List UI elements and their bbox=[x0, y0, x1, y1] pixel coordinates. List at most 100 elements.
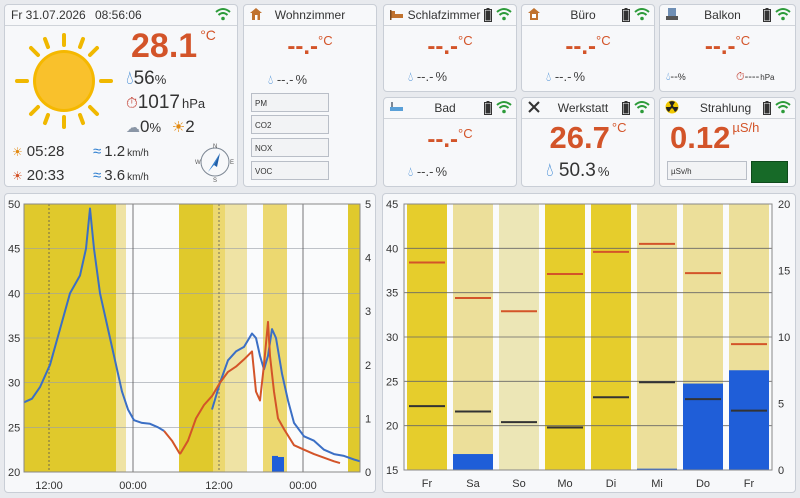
room-title: Werkstatt bbox=[557, 101, 609, 115]
y-tick-label: 40 bbox=[386, 243, 398, 255]
battery-icon bbox=[622, 101, 630, 121]
droplet-icon: 💧︎ bbox=[666, 71, 671, 83]
sunset-icon: ☀ bbox=[12, 169, 23, 183]
gust-icon: ≈ bbox=[93, 167, 102, 184]
room-title: Büro bbox=[570, 8, 596, 22]
x-tick-label: Sa bbox=[466, 478, 480, 490]
office-icon bbox=[527, 7, 541, 27]
weekly-forecast-chart[interactable]: Fr Sa So Mo Di Mi Do Fr 15 20 25 30 35 40 45 0 5 10 15 20 bbox=[382, 193, 796, 493]
y2-tick-label: 5 bbox=[365, 199, 371, 211]
x-tick-label: Mi bbox=[651, 478, 663, 490]
droplet-icon: 💧︎ bbox=[408, 164, 414, 179]
room-schlafzimmer[interactable]: Schlafzimmer --.-°C 💧︎ --.-% bbox=[383, 4, 517, 92]
y-tick-label: 50 bbox=[8, 199, 20, 211]
droplet-icon: 💧︎ bbox=[408, 69, 414, 84]
y-tick-label: 25 bbox=[386, 376, 398, 388]
room-header: Wohnzimmer bbox=[244, 5, 376, 26]
wifi-icon bbox=[215, 7, 231, 27]
room-werkstatt[interactable]: Werkstatt 26.7 °C 💧︎ 50.3% bbox=[521, 97, 655, 187]
room-humidity: 💧︎ --.-% bbox=[546, 69, 585, 84]
compass-n: N bbox=[213, 144, 217, 150]
room-title: Balkon bbox=[704, 8, 741, 22]
room-title: Wohnzimmer bbox=[274, 8, 346, 22]
main-header: Fr 31.07.2026 08:56:06 bbox=[5, 5, 237, 26]
room-balkon[interactable]: Balkon --.-°C 💧︎--% ⏱----hPa bbox=[659, 4, 796, 92]
y-tick-label: 45 bbox=[386, 199, 398, 211]
room-temp: 26.7 °C bbox=[549, 120, 627, 155]
main-humidity: 💧︎56% bbox=[126, 68, 167, 89]
date-label: Fr 31.07.2026 bbox=[11, 8, 86, 22]
x-tick-label: Fr bbox=[422, 478, 433, 490]
rain-bar bbox=[729, 370, 769, 470]
radiation-value: 0.12 µS/h bbox=[670, 120, 760, 155]
wind-icon: ≈ bbox=[93, 143, 102, 160]
y-tick-label: 20 bbox=[386, 421, 398, 433]
room-temp: --.-°C bbox=[427, 33, 473, 60]
y-tick-label: 30 bbox=[386, 332, 398, 344]
y2-tick-label: 1 bbox=[365, 413, 371, 425]
usv-box: µSv/h bbox=[667, 161, 747, 180]
y-tick-label: 35 bbox=[386, 288, 398, 300]
battery-icon bbox=[484, 101, 492, 121]
compass-e: E bbox=[230, 160, 234, 166]
compass-icon: N E S W bbox=[195, 141, 235, 184]
y2-tick-label: 5 bbox=[778, 399, 784, 411]
x-tick-label: Mo bbox=[557, 478, 572, 490]
room-strahlung[interactable]: Strahlung 0.12 µS/h µSv/h bbox=[659, 97, 796, 187]
y2-tick-label: 0 bbox=[778, 465, 784, 477]
main-pressure: ⏱1017 hPa bbox=[126, 92, 206, 113]
main-weather-panel: Fr 31.07.2026 08:56:06 28.1 °C 💧︎56% ⏱101… bbox=[4, 4, 238, 187]
sunrise-icon: ☀ bbox=[12, 145, 23, 159]
gauge-icon: ⏱ bbox=[126, 95, 138, 112]
room-wohnzimmer[interactable]: Wohnzimmer --.-°C 💧︎ --.-% PM CO2 NOX VO… bbox=[243, 4, 377, 187]
room-header: Werkstatt bbox=[522, 98, 654, 119]
room-title: Strahlung bbox=[699, 101, 752, 115]
droplet-icon: 💧︎ bbox=[546, 69, 552, 84]
pm-box: PM bbox=[251, 93, 329, 112]
wifi-icon bbox=[775, 100, 791, 120]
x-tick-label: 00:00 bbox=[289, 480, 317, 492]
co2-box: CO2 bbox=[251, 115, 329, 134]
temperature-history-chart[interactable]: 20 25 30 35 40 45 50 0 1 2 3 4 5 12:00 00:00 12:00 00:00 bbox=[4, 193, 376, 493]
wifi-icon bbox=[634, 100, 650, 120]
uv-icon: ☀ bbox=[171, 119, 186, 136]
cloud-icon: ☁ bbox=[126, 119, 140, 135]
nox-box: NOX bbox=[251, 138, 329, 157]
x-tick-label: 12:00 bbox=[35, 480, 63, 492]
y2-tick-label: 20 bbox=[778, 199, 790, 211]
room-humidity: 💧︎--% bbox=[666, 71, 686, 83]
room-humidity: 💧︎ --.-% bbox=[408, 164, 447, 179]
room-buero[interactable]: Büro --.-°C 💧︎ --.-% bbox=[521, 4, 655, 92]
room-header: Büro bbox=[522, 5, 654, 26]
y-tick-label: 45 bbox=[8, 244, 20, 256]
rain-bar bbox=[278, 456, 284, 472]
sunrise: ☀ 05:28 bbox=[12, 143, 65, 160]
room-temp: --.-°C bbox=[287, 33, 333, 60]
house-icon bbox=[249, 7, 263, 27]
y-tick-label: 20 bbox=[8, 467, 20, 479]
temperature-series-line bbox=[211, 328, 361, 463]
wifi-icon bbox=[634, 7, 650, 27]
bathtub-icon bbox=[389, 100, 404, 120]
tools-icon bbox=[527, 100, 541, 120]
main-cloud: ☁0% ☀2 bbox=[126, 117, 195, 136]
radiation-status-indicator bbox=[751, 161, 788, 183]
room-bad[interactable]: Bad --.-°C 💧︎ --.-% bbox=[383, 97, 517, 187]
rain-bar bbox=[453, 454, 493, 470]
room-header: Bad bbox=[384, 98, 516, 119]
temperature-series-line bbox=[179, 320, 341, 465]
room-pressure: ⏱----hPa bbox=[736, 71, 775, 83]
room-temp: --.-°C bbox=[704, 33, 751, 60]
y2-tick-label: 15 bbox=[778, 266, 790, 278]
y-tick-label: 25 bbox=[8, 422, 20, 434]
temperature-series-line bbox=[163, 430, 181, 455]
x-tick-label: 00:00 bbox=[119, 480, 147, 492]
room-humidity: 💧︎ 50.3% bbox=[546, 160, 610, 181]
sunset: ☀ 20:33 bbox=[12, 167, 65, 184]
droplet-icon: 💧︎ bbox=[546, 160, 554, 181]
y-tick-label: 30 bbox=[8, 378, 20, 390]
wind-gust: ≈3.6 km/h bbox=[93, 167, 149, 184]
x-tick-label: Do bbox=[696, 478, 710, 490]
room-title: Bad bbox=[434, 101, 456, 115]
x-tick-label: So bbox=[512, 478, 525, 490]
